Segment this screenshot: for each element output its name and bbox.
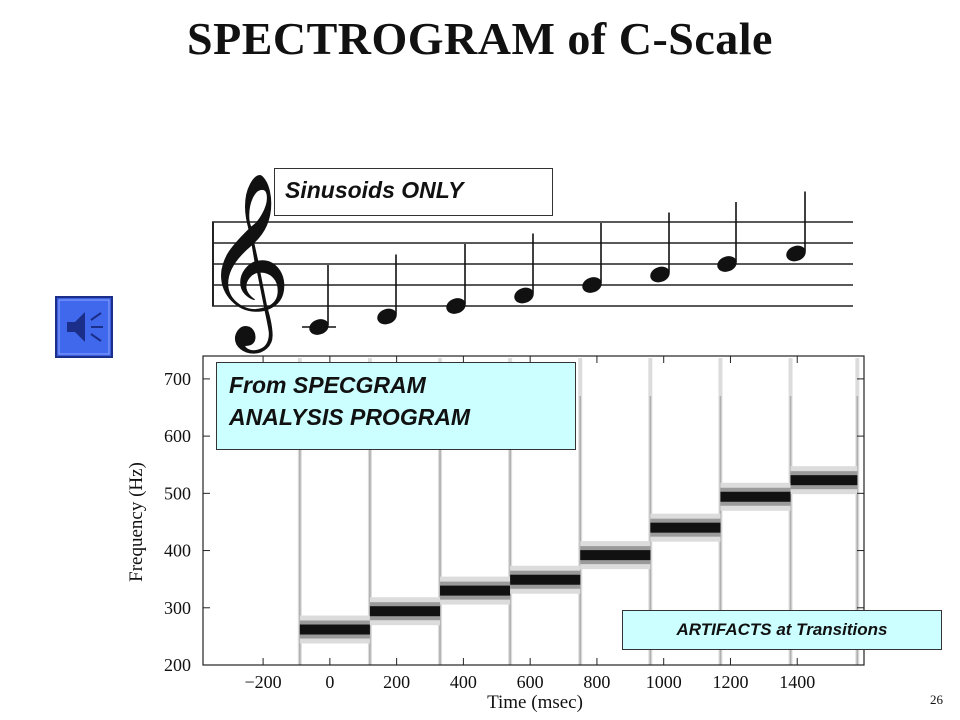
- y-tick-label: 600: [164, 426, 191, 446]
- transition-artifact-core: [439, 396, 441, 665]
- y-tick-label: 700: [164, 369, 191, 389]
- transition-artifact-core: [789, 396, 792, 665]
- note-bar: [440, 585, 511, 596]
- x-tick-label: −200: [245, 672, 282, 692]
- staff-notes: [302, 191, 806, 335]
- x-tick-label: 1000: [646, 672, 682, 692]
- callout-artifacts: ARTIFACTS at Transitions: [622, 610, 942, 650]
- x-tick-label: 600: [517, 672, 544, 692]
- callout-sinusoids: Sinusoids ONLY: [274, 168, 553, 216]
- y-axis-label: Frequency (Hz): [126, 462, 147, 582]
- staff-note: [514, 233, 534, 304]
- x-tick-label: 800: [583, 672, 610, 692]
- note-bar: [720, 491, 791, 502]
- speaker-icon: [67, 312, 103, 342]
- transition-artifact-core: [509, 396, 511, 665]
- staff-note: [650, 212, 670, 283]
- note-bar: [580, 550, 651, 561]
- staff-note: [582, 223, 602, 293]
- note-bar: [510, 574, 581, 585]
- staff-note: [377, 254, 397, 325]
- note-bar: [790, 475, 858, 486]
- transition-artifact-core: [579, 396, 582, 665]
- y-tick-label: 400: [164, 541, 191, 561]
- plot-frame: [202, 355, 865, 666]
- callout-program-line1: From SPECGRAM: [229, 372, 426, 398]
- x-axis-label: Time (msec): [487, 692, 583, 713]
- staff-note: [446, 244, 466, 314]
- transition-artifact-core: [856, 396, 859, 665]
- note-bar: [299, 624, 370, 635]
- staff-note: [302, 265, 336, 335]
- y-tick-label: 500: [164, 483, 191, 503]
- callout-specgram-program: From SPECGRAM ANALYSIS PROGRAM: [216, 362, 576, 450]
- staff-note: [786, 191, 806, 262]
- callout-program-line2: ANALYSIS PROGRAM: [229, 404, 471, 430]
- y-tick-label: 300: [164, 598, 191, 618]
- x-tick-label: 0: [325, 672, 334, 692]
- note-bar: [369, 606, 441, 617]
- x-tick-label: 1200: [712, 672, 748, 692]
- staff-note: [717, 202, 737, 272]
- transition-artifact-core: [299, 396, 301, 665]
- slide-number: 26: [930, 692, 943, 707]
- transition-artifact-core: [369, 396, 371, 665]
- audio-button[interactable]: [55, 296, 113, 358]
- note-bar: [650, 522, 721, 533]
- x-tick-label: 1400: [779, 672, 815, 692]
- x-tick-label: 200: [383, 672, 410, 692]
- y-tick-label: 200: [164, 655, 191, 675]
- x-tick-label: 400: [450, 672, 477, 692]
- page-title: SPECTROGRAM of C-Scale: [187, 13, 773, 64]
